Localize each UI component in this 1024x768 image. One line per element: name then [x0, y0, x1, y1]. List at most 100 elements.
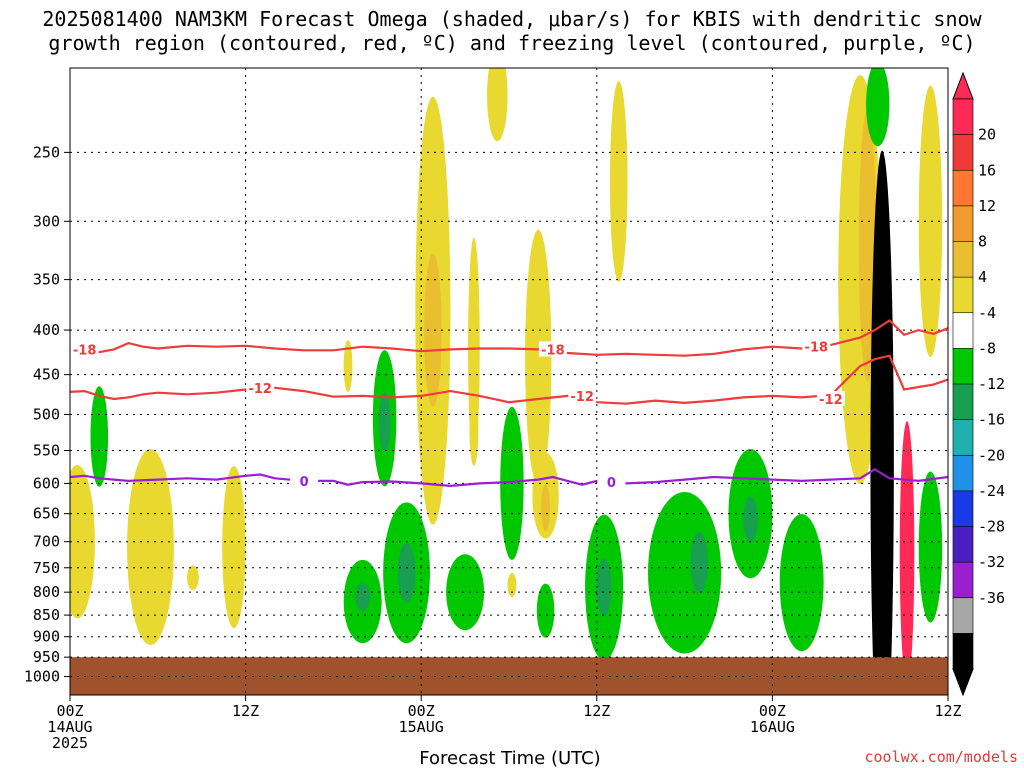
omega-region-4-13: [609, 81, 628, 282]
colorbar-swatch: [952, 454, 974, 492]
y-tick-label-950: 950: [33, 648, 60, 666]
y-tick-label-750: 750: [33, 559, 60, 577]
omega-region--8-31: [690, 531, 709, 594]
omega-region--4-35: [866, 68, 890, 147]
temperature-contour-label: -18: [541, 343, 565, 358]
omega-region-4-8: [469, 392, 479, 466]
temperature-contour-label: -12: [248, 382, 272, 397]
y-tick-label-600: 600: [33, 474, 60, 492]
y-tick-label-500: 500: [33, 405, 60, 423]
freezing-level-contour-label: 0: [300, 475, 309, 490]
y-tick-label-250: 250: [33, 143, 60, 161]
y-tick-label-800: 800: [33, 583, 60, 601]
omega-region--4-34: [779, 513, 824, 652]
omega-region--8-20: [378, 392, 391, 452]
temperature-contour--12: [70, 354, 948, 405]
colorbar-label: 4: [978, 268, 987, 286]
colorbar-label: -8: [978, 339, 996, 357]
omega-region-8-12: [541, 484, 550, 532]
colorbar-swatch: [952, 134, 974, 172]
freezing-level-label-bg: [290, 472, 319, 488]
omega-region--36-37: [870, 150, 894, 695]
temperature-label-bg: [246, 379, 275, 395]
y-tick-label-1000: 1000: [24, 668, 60, 686]
axes: 250 300 350 400 450 500 550 600 650 700 750 800 850 9…: [24, 67, 962, 752]
y-tick-label-650: 650: [33, 505, 60, 523]
freezing-level-contour-0: [70, 468, 948, 488]
plot-content: -18 -18 -18 -12 -12 -12 0 0: [70, 68, 948, 695]
y-tick-label-850: 850: [33, 606, 60, 624]
colorbar-swatch: [952, 348, 974, 385]
omega-region-4-0: [70, 465, 95, 619]
temperature-label-bg: [538, 341, 567, 357]
y-tick-label-450: 450: [33, 366, 60, 384]
omega-region--4-30: [648, 491, 722, 654]
colorbar-swatch: [952, 169, 974, 207]
plot-area: -18 -18 -18 -12 -12 -12 0 0: [70, 68, 948, 695]
temperature-contour-label: -12: [570, 390, 594, 405]
temperature-label-bg: [568, 387, 597, 403]
x-tick-label: 2025: [52, 734, 88, 752]
omega-region-4-9: [487, 68, 508, 142]
freezing-level-contour-label: 0: [607, 476, 616, 491]
ground-below-surface: [70, 657, 948, 695]
omega-region--4-27: [536, 583, 555, 638]
x-tick-label: 16AUG: [750, 718, 795, 736]
omega-region-4-10: [525, 229, 552, 486]
colorbar-swatch: [952, 312, 974, 350]
temperature-label-bg: [816, 391, 845, 407]
x-tick-label: 12Z: [583, 702, 610, 720]
y-tick-label-900: 900: [33, 628, 60, 646]
y-tick-label-350: 350: [33, 271, 60, 289]
x-tick-label: 14AUG: [47, 718, 92, 736]
colorbar-label: 16: [978, 161, 996, 179]
x-tick-label: 12Z: [232, 702, 259, 720]
colorbar-label: 20: [978, 126, 996, 144]
colorbar-swatch: [952, 561, 974, 599]
temperature-contour-label: -18: [73, 343, 97, 358]
x-tick-label: 15AUG: [399, 718, 444, 736]
x-tick-label: 00Z: [56, 702, 83, 720]
temperature-contour-label: -18: [805, 341, 829, 356]
temperature-label-bg: [802, 338, 831, 354]
credit-link[interactable]: coolwx.com/models: [864, 748, 1018, 766]
colorbar-swatch: [952, 241, 974, 278]
omega-region--4-18: [90, 386, 109, 487]
chart-title-line-2: growth region (contoured, red, ºC) and f…: [48, 31, 975, 55]
colorbar-label: 12: [978, 197, 996, 215]
colorbar-label: -24: [978, 482, 1005, 500]
colorbar-label: -4: [978, 304, 996, 322]
y-tick-label-300: 300: [33, 212, 60, 230]
colorbar-label: -12: [978, 375, 1005, 393]
temperature-label-bg: [70, 341, 99, 357]
omega-region-4-17: [918, 85, 943, 358]
colorbar-swatch: [952, 419, 974, 457]
y-tick-label-700: 700: [33, 533, 60, 551]
colorbar-swatch: [952, 383, 974, 421]
colorbar-bottom-cap: [952, 668, 974, 697]
omega-region-4-1: [127, 449, 174, 646]
colorbar-swatch: [952, 633, 974, 670]
omega-region--4-36: [918, 471, 943, 623]
x-tick-label: 12Z: [934, 702, 961, 720]
omega-region--8-22: [355, 582, 370, 611]
colorbar-label: -36: [978, 589, 1005, 607]
colorbar-top-cap: [952, 71, 974, 100]
x-axis-label: Forecast Time (UTC): [419, 748, 600, 768]
colorbar-swatch: [952, 205, 974, 243]
y-tick-label-400: 400: [33, 321, 60, 339]
plot-frame: [69, 67, 949, 696]
colorbar-swatch: [952, 490, 974, 528]
chart-title-line-1: 2025081400 NAM3KM Forecast Omega (shaded…: [42, 7, 982, 31]
colorbar-swatch: [952, 98, 974, 136]
omega-region-4-4: [343, 340, 353, 392]
x-tick-label: 00Z: [408, 702, 435, 720]
freezing-level-label-bg: [597, 474, 626, 490]
temperature-contour--18: [70, 319, 948, 357]
omega-region-4-3: [187, 565, 199, 591]
colorbar-label: 8: [978, 233, 987, 251]
colorbar-label: -28: [978, 518, 1005, 536]
omega-region--4-25: [446, 554, 485, 631]
omega-region--8-24: [397, 542, 416, 603]
